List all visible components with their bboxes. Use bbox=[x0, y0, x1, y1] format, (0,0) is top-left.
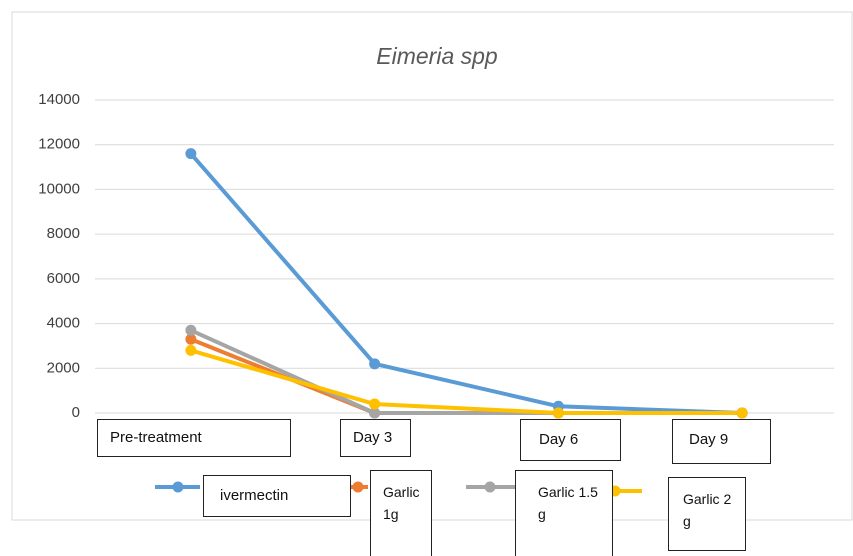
y-tick-label: 10000 bbox=[38, 180, 80, 197]
chart-title: Eimeria spp bbox=[376, 43, 498, 69]
data-point bbox=[736, 407, 748, 419]
data-point bbox=[369, 398, 381, 410]
legend-marker bbox=[484, 481, 496, 493]
data-point bbox=[185, 344, 197, 356]
data-point bbox=[552, 407, 564, 419]
legend-label: Garlic 1g bbox=[370, 470, 432, 556]
y-tick-label: 0 bbox=[72, 404, 80, 421]
y-tick-label: 4000 bbox=[47, 315, 80, 332]
x-tick-label: Day 3 bbox=[340, 419, 411, 457]
data-point bbox=[185, 333, 197, 345]
data-point bbox=[369, 358, 381, 370]
grid bbox=[95, 99, 834, 414]
legend-label: Garlic 1.5 g bbox=[515, 470, 613, 556]
series-line bbox=[190, 348, 743, 415]
y-tick-label: 2000 bbox=[47, 359, 80, 376]
legend-label: ivermectin bbox=[203, 475, 351, 517]
data-point bbox=[185, 324, 197, 336]
legend-marker bbox=[352, 481, 364, 493]
x-tick-label: Pre-treatment bbox=[97, 419, 291, 457]
y-tick-label: 14000 bbox=[38, 91, 80, 108]
y-tick-label: 12000 bbox=[38, 136, 80, 153]
y-tick-label: 8000 bbox=[47, 225, 80, 242]
data-point bbox=[369, 407, 381, 419]
legend-marker bbox=[172, 481, 184, 493]
x-tick-label: Day 6 bbox=[520, 419, 621, 461]
x-tick-label: Day 9 bbox=[672, 419, 771, 464]
data-point bbox=[185, 148, 197, 160]
series-line bbox=[189, 152, 743, 415]
legend-label: Garlic 2 g bbox=[668, 477, 746, 551]
y-tick-label: 6000 bbox=[47, 270, 80, 287]
